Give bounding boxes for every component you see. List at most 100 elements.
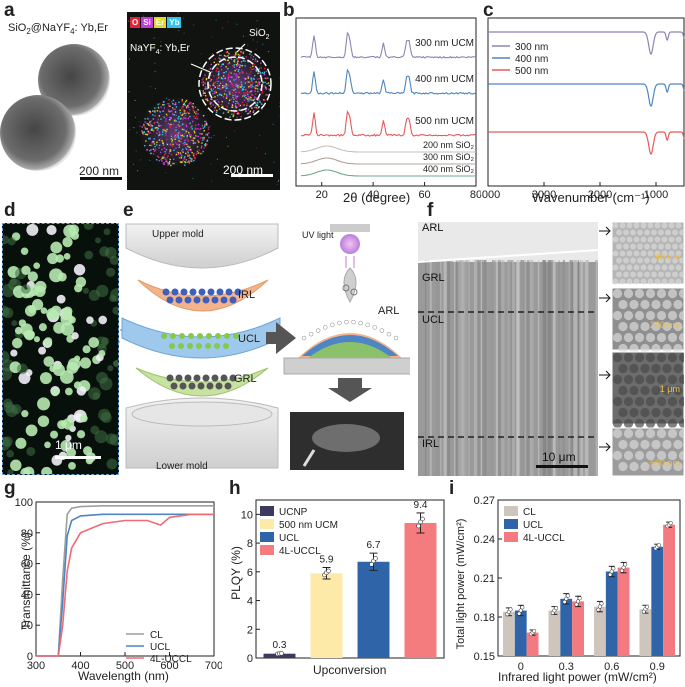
xrd-series <box>301 110 477 137</box>
i-legend-label: CL <box>523 507 536 518</box>
xrd-xtick: 40 <box>367 189 379 201</box>
i-xtick: 0 <box>518 661 524 673</box>
i-bar <box>594 606 606 656</box>
h-xlabel: Upconversion <box>313 663 387 677</box>
h-legend-swatch <box>260 545 274 555</box>
i-datapoint <box>596 607 601 612</box>
sem-scale-label: 10 μm <box>542 450 576 464</box>
uv-source <box>330 224 370 232</box>
i-datapoint <box>608 572 613 577</box>
i-datapoint <box>611 566 616 571</box>
legend-o: O <box>130 17 141 28</box>
ftir-legend-label: 500 nm <box>515 66 548 77</box>
h-bar <box>310 573 343 658</box>
legend-yb: Yb <box>167 17 182 28</box>
h-legend-label: UCNP <box>279 507 308 518</box>
i-bar <box>617 567 630 656</box>
panel-label-a: a <box>4 0 15 21</box>
i-datapoint <box>668 521 673 526</box>
light-power-chart: 0.15 0.18 0.21 0.24 0.27 0 0.3 0.6 0.9 CL UCL 4L-UC… <box>474 495 681 673</box>
g-xtick: 400 <box>71 660 89 672</box>
scale-label-left: 200 nm <box>79 164 120 178</box>
h-value-label: 6.7 <box>367 540 381 551</box>
h-ytick: 0 <box>247 653 253 665</box>
i-bar <box>526 632 539 656</box>
i-bar <box>651 546 664 656</box>
sem-cross-section: ARL GRL UCL IRL 10 μm <box>418 222 598 476</box>
g-ytick: 40 <box>21 589 33 601</box>
i-ytick: 0.21 <box>474 573 495 585</box>
i-datapoint <box>599 601 604 606</box>
i-datapoint <box>518 608 523 613</box>
h-value-label: 5.9 <box>320 555 334 566</box>
fabrication-schematic <box>118 223 410 470</box>
uv-light-icon <box>340 234 360 254</box>
i-datapoint <box>577 596 582 601</box>
i-datapoint <box>565 593 570 598</box>
xrd-series <box>300 31 477 59</box>
xrd-series <box>301 169 476 177</box>
h-legend-swatch <box>260 506 274 516</box>
ftir-xlabel: Wavenumber (cm⁻¹) <box>532 190 650 205</box>
label-arl: ARL <box>378 305 400 317</box>
h-legend-label: UCL <box>279 533 299 544</box>
h-datapoint <box>326 568 331 574</box>
eds-legend: O Si Er Yb <box>130 17 182 28</box>
xrd-xtick: 20 <box>316 189 328 201</box>
inset-scale-3: 1 μm <box>659 384 680 394</box>
i-bar <box>639 609 652 656</box>
core-outline <box>207 56 263 112</box>
ftir-xtick: 2000 <box>588 189 612 201</box>
i-bar <box>572 601 584 656</box>
ftir-series <box>488 31 685 55</box>
g-legend-label: CL <box>150 630 163 641</box>
g-xlabel: Wavelength (nm) <box>78 669 169 683</box>
i-datapoint <box>597 604 602 609</box>
i-ytick: 0.24 <box>474 534 495 546</box>
h-legend-swatch <box>260 532 274 542</box>
sem-label-grl: GRL <box>422 272 445 284</box>
xrd-series-label: 300 nm SiO₂ <box>423 152 475 162</box>
ftir-xtick: 3000 <box>532 189 556 201</box>
i-datapoint <box>656 543 661 548</box>
h-value-label: 9.4 <box>414 500 428 511</box>
i-bar <box>605 571 618 656</box>
panel-label-c: c <box>483 0 494 21</box>
ftir-legend-label: 400 nm <box>515 54 548 65</box>
xrd-series <box>301 68 477 95</box>
i-datapoint <box>621 565 626 570</box>
i-datapoint <box>609 569 614 574</box>
i-bar <box>548 610 561 656</box>
panel-label-i: i <box>449 478 455 499</box>
sem-label-irl: IRL <box>422 438 440 450</box>
h-ytick: 8 <box>247 538 253 550</box>
g-legend-label: UCL <box>150 642 170 653</box>
ftir-xtick: 1000 <box>644 189 668 201</box>
g-series-line <box>36 513 214 657</box>
i-bar <box>663 524 675 656</box>
i-datapoint <box>564 596 569 601</box>
h-ytick: 10 <box>241 509 253 521</box>
h-value-label: 0.3 <box>273 640 287 651</box>
xrd-series <box>301 157 476 165</box>
g-ytick: 80 <box>21 528 33 540</box>
i-xtick: 0.9 <box>650 661 665 673</box>
g-xtick: 500 <box>116 660 134 672</box>
i-legend-swatch <box>504 532 518 542</box>
g-series-line <box>36 505 214 657</box>
scale-bar <box>231 174 273 177</box>
g-xtick: 600 <box>160 660 178 672</box>
scale-label-d: 1 μm <box>55 438 82 452</box>
xrd-xtick: 80 <box>470 189 480 201</box>
h-legend-swatch <box>260 519 274 529</box>
i-datapoint <box>553 606 559 611</box>
label-grl: GRL <box>234 373 257 385</box>
xrd-series-label: 300 nm UCM <box>415 38 474 49</box>
i-datapoint <box>517 611 522 616</box>
panel-label-f: f <box>427 200 434 221</box>
h-ytick: 2 <box>247 624 253 636</box>
h-datapoint <box>373 556 378 561</box>
h-legend-label: 500 nm UCM <box>279 520 338 531</box>
xrd-series-label: 500 nm UCM <box>415 116 474 127</box>
